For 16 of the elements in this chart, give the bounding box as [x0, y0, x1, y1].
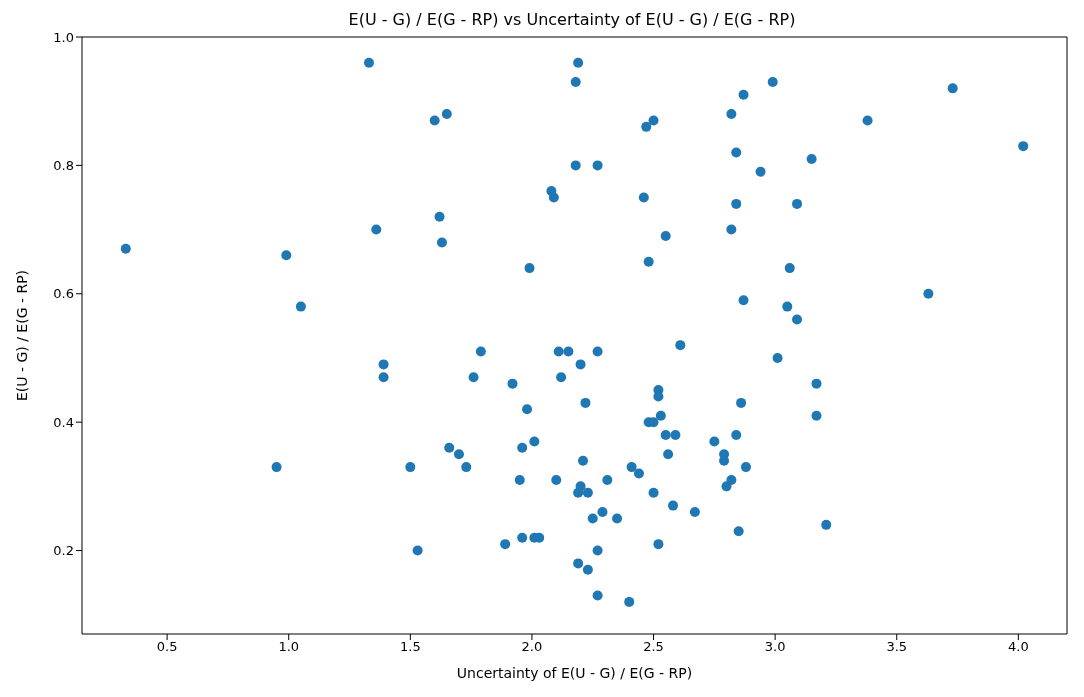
chart-title: E(U - G) / E(G - RP) vs Uncertainty of E(U - G) / E(G - RP) — [348, 10, 796, 29]
y-axis-title: E(U - G) / E(G - RP) — [13, 269, 30, 402]
y-tick-label: 0.6 — [53, 286, 74, 302]
x-axis-title: Uncertainty of E(U - G) / E(G - RP) — [456, 665, 693, 681]
y-tick-label: 0.2 — [53, 543, 74, 559]
y-tick-label: 0.8 — [53, 158, 74, 173]
y-tick-label: 0.4 — [53, 414, 74, 430]
x-tick-label: 1.5 — [399, 639, 421, 655]
x-tick-label: 2.0 — [521, 639, 543, 655]
x-tick-label: 3.5 — [886, 639, 908, 655]
x-tick-label: 0.5 — [156, 639, 178, 655]
x-tick-label: 1.0 — [278, 639, 300, 655]
x-tick-label: 2.5 — [643, 639, 664, 655]
x-tick-label: 4.0 — [1008, 639, 1029, 655]
x-tick-label: 3.0 — [764, 639, 786, 655]
y-tick-label: 1.0 — [53, 29, 74, 45]
